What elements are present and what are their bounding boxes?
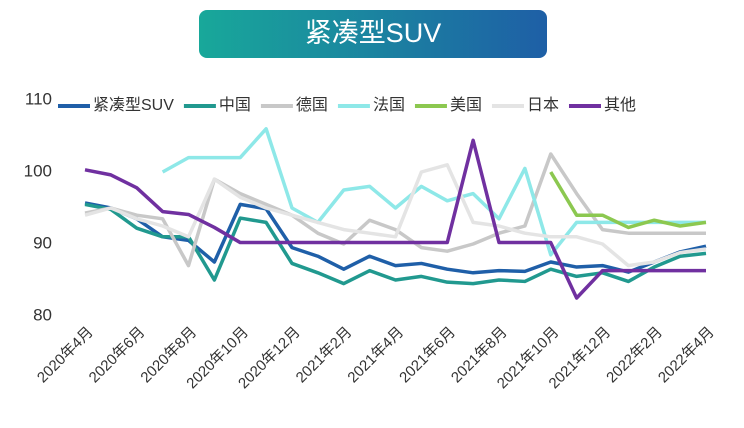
legend-label: 法国 [373, 96, 405, 114]
series-line [84, 152, 706, 268]
series-line [84, 201, 707, 275]
legend-label: 日本 [527, 96, 559, 114]
y-tick-label: 110 [25, 89, 52, 108]
chart-title: 紧凑型SUV [305, 18, 442, 48]
series-line [549, 171, 707, 230]
series-line [161, 127, 706, 257]
y-tick-label: 100 [24, 161, 52, 180]
title-banner [199, 10, 547, 58]
legend-label: 其他 [604, 96, 636, 114]
legend-label: 紧凑型SUV [93, 96, 174, 114]
series-line [84, 138, 706, 300]
legend-label: 美国 [450, 96, 482, 114]
legend-label: 中国 [219, 96, 251, 114]
legend-label: 德国 [296, 96, 328, 114]
y-tick-label: 90 [33, 233, 52, 252]
y-tick-label: 80 [33, 305, 52, 324]
series-line [84, 163, 707, 268]
x-tick-label: 2022年4月 [655, 324, 718, 387]
